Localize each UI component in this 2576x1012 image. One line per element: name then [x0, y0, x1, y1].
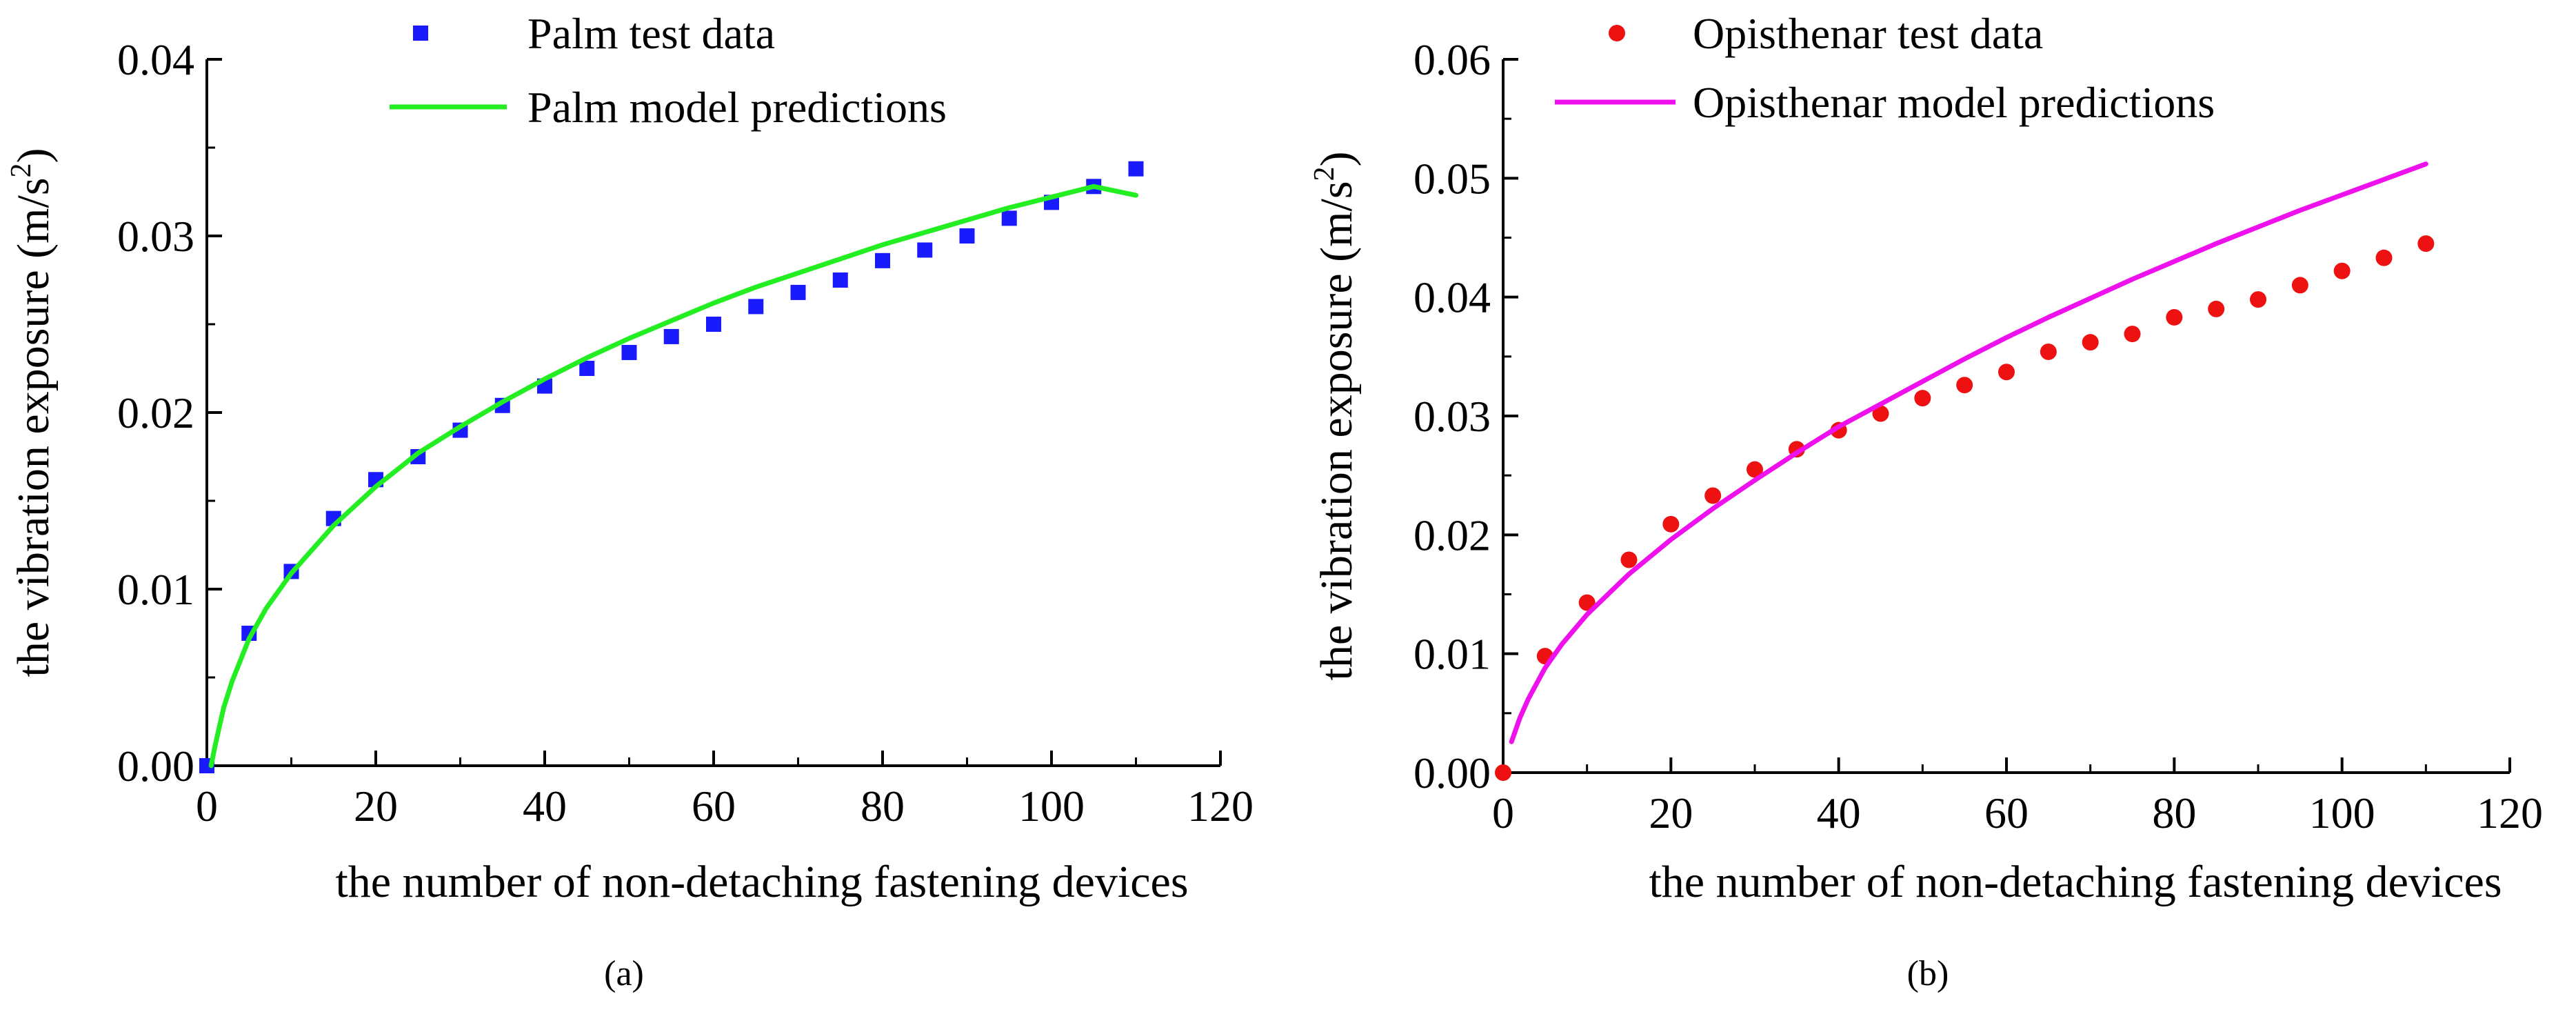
- data-point: [2082, 334, 2099, 351]
- data-point: [2375, 249, 2393, 266]
- data-point: [1578, 594, 1596, 611]
- data-point: [875, 252, 890, 268]
- x-tick-label: 120: [2477, 788, 2543, 837]
- legend-label: Palm test data: [527, 9, 775, 58]
- x-tick-label: 100: [1018, 782, 1085, 831]
- y-tick-label: 0.04: [117, 35, 194, 84]
- x-axis-title: the number of non-detaching fastening de…: [335, 857, 1188, 907]
- data-point: [579, 361, 595, 376]
- y-tick-label: 0.02: [117, 388, 194, 437]
- data-point: [748, 299, 764, 315]
- y-tick-label: 0.05: [1413, 154, 1491, 203]
- legend-square-marker: [413, 26, 428, 41]
- y-tick-label: 0.03: [117, 212, 194, 261]
- legend-label: Opisthenar model predictions: [1693, 78, 2215, 127]
- y-tick-label: 0.04: [1413, 273, 1491, 322]
- data-point: [2166, 308, 2183, 326]
- legend-circle-marker: [1609, 25, 1625, 41]
- y-tick-label: 0.03: [1413, 392, 1491, 441]
- data-point: [1998, 364, 2015, 381]
- data-point: [2124, 326, 2141, 343]
- data-point: [1662, 515, 1680, 533]
- y-tick-label: 0.02: [1413, 510, 1491, 559]
- y-axis-title: the vibration exposure (m/s2): [6, 148, 59, 677]
- x-tick-label: 100: [2309, 788, 2375, 837]
- x-axis-title: the number of non-detaching fastening de…: [1649, 857, 2502, 907]
- data-point: [1872, 405, 1889, 422]
- data-point: [2208, 300, 2225, 317]
- data-point: [832, 272, 848, 288]
- data-point: [1914, 390, 1931, 407]
- data-point: [1128, 161, 1144, 177]
- data-point: [1495, 764, 1511, 781]
- data-point: [1620, 551, 1638, 568]
- panel-label: (b): [1907, 954, 1949, 993]
- x-tick-label: 120: [1187, 782, 1254, 831]
- data-point: [2250, 291, 2266, 308]
- y-axis-title: the vibration exposure (m/s2): [1309, 152, 1362, 681]
- x-tick-label: 20: [1649, 788, 1693, 837]
- data-point: [2291, 277, 2308, 294]
- data-point: [706, 317, 721, 332]
- x-tick-label: 20: [354, 782, 398, 831]
- data-point: [2040, 343, 2057, 360]
- chart-panel-b: 0 20 40 60 80 100 120 0.00 0.01 0.02 0.03 0.04 0.05 0…: [1309, 9, 2543, 993]
- y-tick-label: 0.01: [1413, 630, 1491, 679]
- data-point: [1001, 210, 1017, 226]
- x-tick-label: 80: [861, 782, 905, 831]
- x-tick-label: 60: [1984, 788, 2029, 837]
- legend-label: Palm model predictions: [527, 83, 947, 132]
- data-point: [790, 284, 806, 300]
- data-point: [2333, 262, 2351, 279]
- y-tick-label: 0.06: [1413, 35, 1491, 84]
- data-point: [663, 328, 679, 344]
- data-point: [1704, 487, 1722, 504]
- data-point: [1956, 377, 1973, 394]
- legend-label: Opisthenar test data: [1693, 9, 2043, 58]
- legend: Opisthenar test data Opisthenar model pre…: [1555, 9, 2215, 127]
- data-point: [1747, 461, 1763, 478]
- palm-model-predictions-line: [208, 183, 1138, 768]
- x-tick-label: 40: [1817, 788, 1861, 837]
- legend: Palm test data Palm model predictions: [390, 9, 947, 132]
- x-tick-label: 0: [1492, 788, 1514, 837]
- data-point: [2417, 235, 2435, 252]
- x-tick-label: 60: [692, 782, 736, 831]
- y-tick-label: 0.00: [1413, 748, 1491, 797]
- y-tick-label: 0.00: [117, 742, 194, 791]
- x-tick-label: 80: [2152, 788, 2196, 837]
- opisthenar-model-predictions-line: [1509, 161, 2428, 744]
- data-point: [621, 344, 637, 360]
- data-point: [959, 228, 975, 244]
- x-tick-label: 0: [196, 782, 218, 831]
- y-tick-label: 0.01: [117, 565, 194, 614]
- chart-panel-a: 0 20 40 60 80 100 120 0.00 0.01 0.02 0.03 0.04 the n…: [6, 9, 1254, 993]
- panel-label: (a): [604, 954, 644, 993]
- x-tick-label: 40: [523, 782, 567, 831]
- data-point: [917, 242, 933, 258]
